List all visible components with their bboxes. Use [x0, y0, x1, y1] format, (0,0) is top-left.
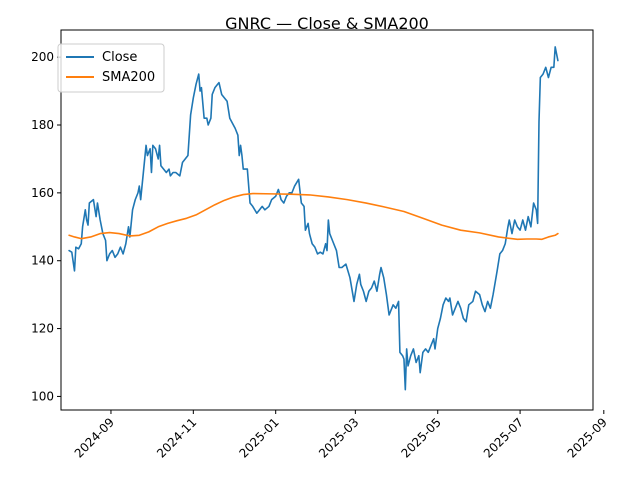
y-tick-label: 200 — [31, 50, 54, 64]
plot-frame — [60, 29, 594, 411]
y-axis: 100 120 140 160 180 200 — [31, 50, 61, 403]
y-tick-label: 140 — [31, 254, 54, 268]
series-line-sma200 — [68, 192, 559, 241]
series-line-close — [68, 46, 559, 391]
y-tick-label: 100 — [31, 389, 54, 403]
y-tick-label: 160 — [31, 186, 54, 200]
plot-lines — [68, 46, 559, 391]
legend: Close SMA200 — [57, 43, 165, 93]
y-tick-label: 120 — [31, 322, 54, 336]
legend-label-close: Close — [102, 50, 137, 65]
legend-label-sma200: SMA200 — [102, 70, 155, 85]
chart-title: GNRC — Close & SMA200 — [225, 14, 429, 33]
y-tick-label: 180 — [31, 118, 54, 132]
